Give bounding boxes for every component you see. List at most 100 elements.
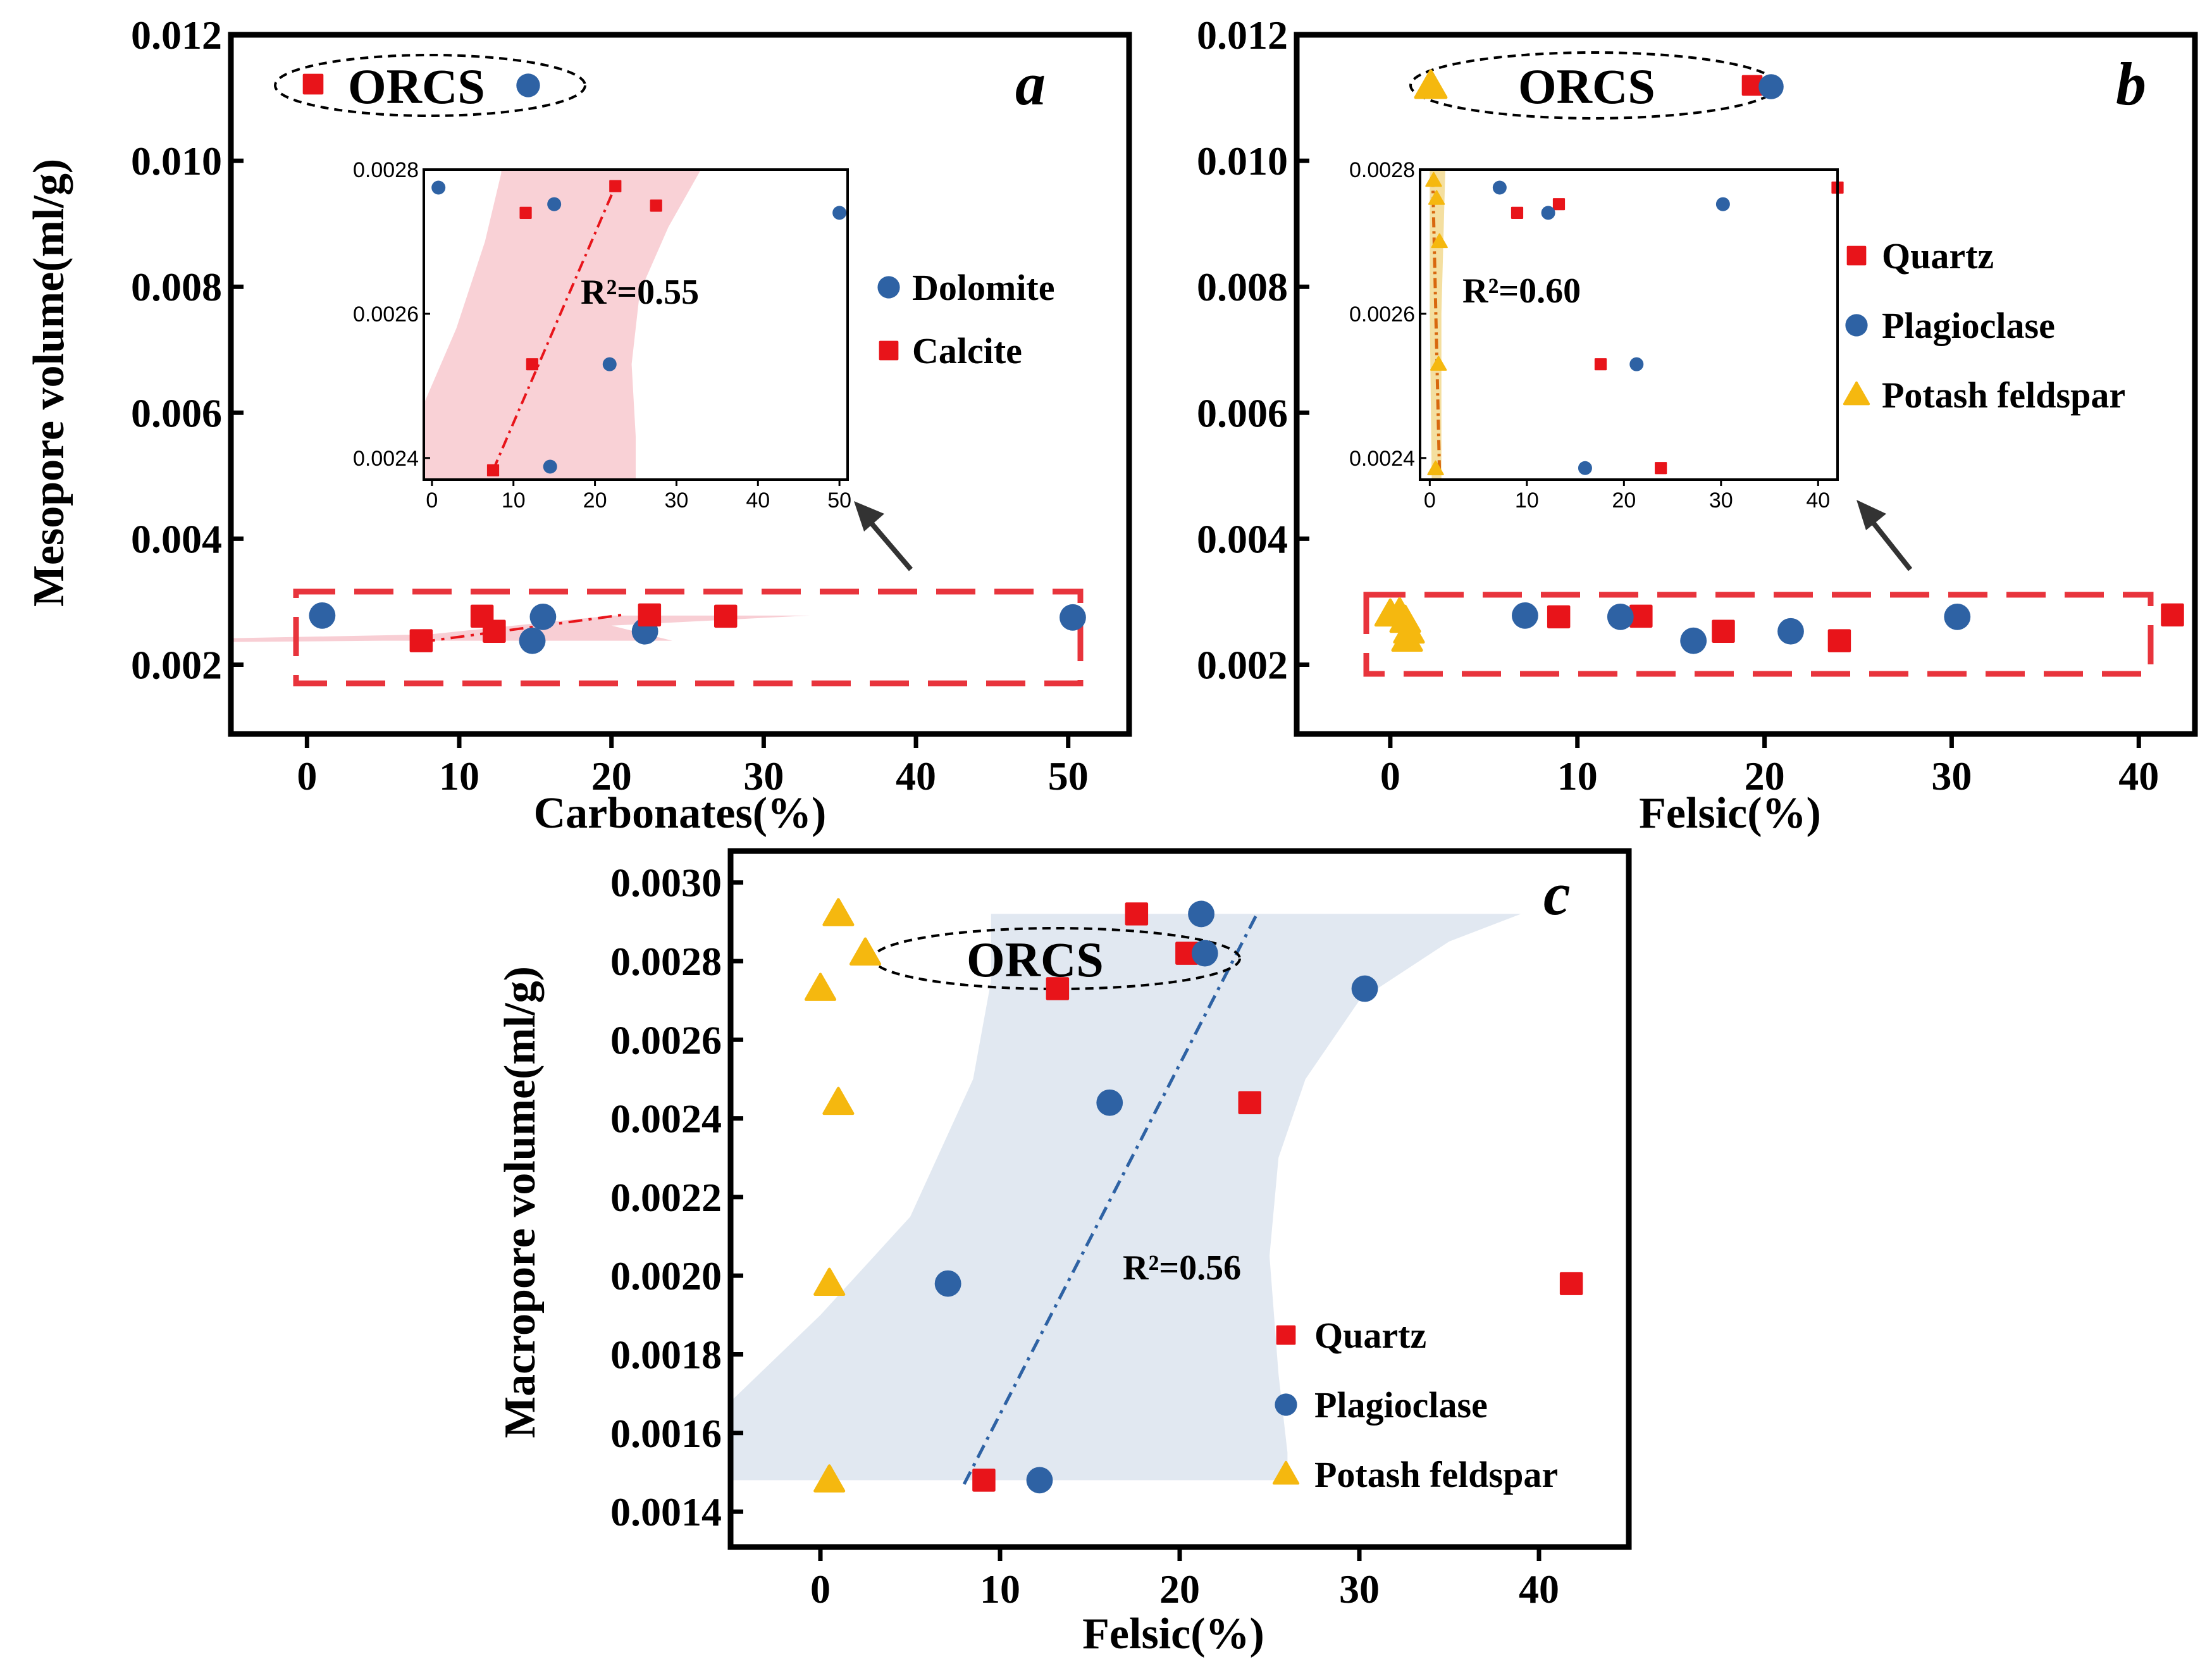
y-tick-label: 0.0022 bbox=[610, 1175, 722, 1220]
data-point-quartz bbox=[972, 1469, 996, 1492]
panel-a-inset-r2: R²=0.55 bbox=[581, 273, 699, 312]
panel-a-inset: 0.0024 0.0026 0.0028 0 10 20 30 40 50 R²=0.55 bbox=[353, 158, 851, 513]
inset-point-calcite bbox=[519, 206, 532, 219]
data-point-potash-feldspar bbox=[813, 1464, 846, 1493]
panel-a-inset-band bbox=[424, 170, 701, 480]
data-point-dolomite bbox=[1060, 604, 1086, 631]
panel-a-xlabel: Carbonates(%) bbox=[534, 789, 827, 838]
x-tick-label: 40 bbox=[2118, 754, 2159, 799]
panel-c-xlabel: Felsic(%) bbox=[1082, 1610, 1264, 1658]
panel-a-ylabel: Mesopore volume(ml/g) bbox=[25, 159, 73, 607]
panel-a-fit bbox=[421, 612, 627, 643]
inset-y-tick-label: 0.0024 bbox=[1349, 447, 1415, 471]
panel-a-arrow bbox=[864, 516, 913, 571]
panel-c-orcs-label: ORCS bbox=[967, 932, 1104, 987]
panel-b-inset-r2: R²=0.60 bbox=[1462, 271, 1581, 311]
legend-marker-calcite bbox=[879, 340, 899, 361]
x-tick-label: 20 bbox=[1745, 754, 1785, 799]
y-tick-label: 0.012 bbox=[1197, 13, 1288, 58]
orcs-marker-dolomite bbox=[516, 73, 540, 97]
inset-point-plagioclase bbox=[1715, 197, 1730, 211]
inset-point-dolomite bbox=[543, 459, 557, 474]
data-point-quartz bbox=[1547, 605, 1571, 629]
panel-a-legend: Dolomite Calcite bbox=[877, 267, 1055, 371]
panel-b-xticks: 0 10 20 30 40 bbox=[1380, 734, 2159, 799]
data-point-calcite bbox=[409, 629, 433, 652]
x-tick-label: 50 bbox=[1048, 754, 1089, 799]
x-tick-label: 30 bbox=[1339, 1567, 1380, 1612]
inset-y-tick-label: 0.0028 bbox=[1349, 158, 1415, 182]
inset-y-tick-label: 0.0024 bbox=[353, 447, 419, 471]
panel-b-inset-bg bbox=[1420, 170, 1838, 480]
panel-b: 0.002 0.004 0.006 0.008 0.010 0.012 0 10 20 30 40… bbox=[1197, 13, 2198, 838]
inset-point-dolomite bbox=[832, 206, 847, 220]
y-tick-label: 0.004 bbox=[1197, 516, 1288, 561]
inset-x-tick-label: 40 bbox=[746, 488, 770, 513]
y-tick-label: 0.012 bbox=[131, 13, 222, 58]
panel-b-label: b bbox=[2116, 50, 2146, 118]
y-tick-label: 0.0030 bbox=[610, 861, 722, 905]
inset-point-dolomite bbox=[431, 180, 446, 195]
data-point-calcite bbox=[483, 619, 506, 643]
panel-b-orcs-markers bbox=[1414, 69, 1784, 99]
inset-x-tick-label: 50 bbox=[827, 488, 851, 513]
data-point-plagioclase bbox=[1188, 900, 1214, 928]
inset-x-tick-label: 30 bbox=[1709, 488, 1733, 513]
panel-b-xlabel: Felsic(%) bbox=[1639, 789, 1821, 838]
inset-point-quartz bbox=[1511, 206, 1524, 219]
x-tick-label: 10 bbox=[980, 1567, 1020, 1612]
panel-b-arrowhead bbox=[1857, 500, 1886, 530]
legend-marker-plagioclase bbox=[1275, 1393, 1297, 1416]
y-tick-label: 0.002 bbox=[131, 642, 222, 687]
legend-label-quartz: Quartz bbox=[1882, 235, 1994, 277]
panel-b-yticks: 0.002 0.004 0.006 0.008 0.010 0.012 bbox=[1197, 13, 1309, 687]
legend-label-plagioclase: Plagioclase bbox=[1314, 1384, 1488, 1426]
inset-point-potash-feldspar bbox=[1428, 190, 1445, 205]
panel-a-label: a bbox=[1015, 50, 1046, 118]
y-tick-label: 0.006 bbox=[1197, 390, 1288, 435]
inset-x-tick-label: 30 bbox=[665, 488, 689, 513]
panel-c-r2: R²=0.56 bbox=[1123, 1248, 1241, 1288]
inset-point-quartz bbox=[1552, 198, 1566, 211]
panel-b-inset-frame bbox=[1419, 168, 1839, 481]
panel-c-fit bbox=[962, 913, 1259, 1485]
y-tick-label: 0.002 bbox=[1197, 642, 1288, 687]
inset-point-quartz bbox=[1655, 462, 1667, 475]
confidence-band bbox=[731, 914, 1521, 1481]
data-point-quartz bbox=[1046, 977, 1070, 1000]
inset-y-tick-label: 0.0026 bbox=[1349, 302, 1415, 326]
data-point-quartz bbox=[1238, 1091, 1261, 1114]
panel-b-highlight-box bbox=[1363, 592, 2154, 677]
legend-marker-quartz bbox=[1846, 245, 1867, 266]
data-point-potash-feldspar bbox=[804, 973, 837, 1001]
inset-point-plagioclase bbox=[1578, 461, 1592, 475]
inset-x-tick-label: 0 bbox=[1424, 488, 1436, 513]
fit-line bbox=[962, 913, 1259, 1485]
legend-label-plagioclase: Plagioclase bbox=[1882, 305, 2055, 346]
data-point-potash-feldspar bbox=[849, 937, 882, 966]
data-point-potash-feldspar bbox=[813, 1267, 846, 1296]
legend-marker-dolomite bbox=[877, 276, 900, 299]
inset-point-plagioclase bbox=[1492, 180, 1507, 195]
panel-b-orcs-label: ORCS bbox=[1518, 59, 1655, 114]
inset-fit-line bbox=[491, 185, 617, 471]
panel-b-arrow bbox=[1867, 516, 1913, 571]
panel-c-points bbox=[804, 898, 1583, 1494]
data-point-plagioclase bbox=[934, 1270, 961, 1297]
y-tick-label: 0.010 bbox=[1197, 139, 1288, 183]
data-point-quartz bbox=[2161, 603, 2184, 627]
panel-a-points bbox=[309, 602, 1086, 654]
panel-c-ylabel: Macropore volume(ml/g) bbox=[496, 966, 545, 1438]
panel-b-inset: 0.0024 0.0026 0.0028 0 10 20 30 40 R²=0.60 bbox=[1349, 158, 1844, 513]
inset-x-tick-label: 10 bbox=[502, 488, 526, 513]
legend-label-potash-feldspar: Potash feldspar bbox=[1314, 1454, 1558, 1495]
legend-label-quartz: Quartz bbox=[1314, 1315, 1426, 1356]
data-point-plagioclase bbox=[1777, 618, 1804, 645]
panel-b-inset-fit bbox=[1431, 177, 1442, 473]
x-tick-label: 10 bbox=[439, 754, 479, 799]
y-tick-label: 0.0018 bbox=[610, 1332, 722, 1377]
data-point-plagioclase bbox=[1096, 1089, 1123, 1116]
data-point-dolomite bbox=[529, 603, 557, 630]
y-tick-label: 0.0024 bbox=[610, 1097, 722, 1141]
